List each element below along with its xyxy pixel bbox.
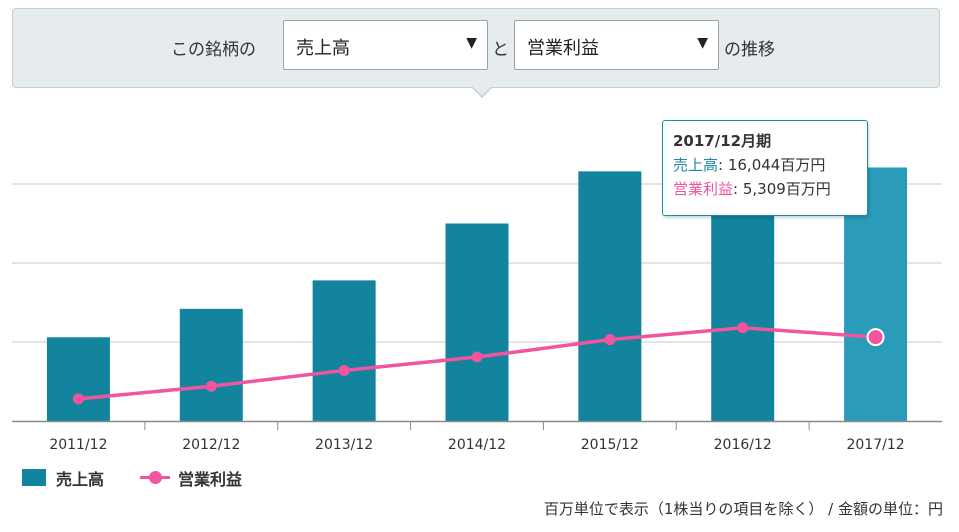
chevron-down-icon: ▼ <box>466 35 477 51</box>
metric2-selected: 営業利益 <box>527 38 599 59</box>
tooltip-series2-value: : 5,309百万円 <box>733 180 831 198</box>
x-tick-label: 2012/12 <box>182 437 240 453</box>
x-tick-label: 2013/12 <box>315 437 373 453</box>
line-point-2015/12 <box>604 334 616 346</box>
selector-connector: と <box>492 40 509 60</box>
line-point-2016/12 <box>737 322 749 334</box>
tooltip-title: 2017/12月期 <box>673 132 772 150</box>
x-tick-label: 2011/12 <box>49 437 107 453</box>
legend-revenue-label: 売上高 <box>56 470 105 489</box>
bar-2012/12 <box>179 308 243 421</box>
x-tick-label: 2015/12 <box>581 437 639 453</box>
line-marker-icon <box>149 471 162 484</box>
metric2-dropdown[interactable]: 営業利益 ▼ <box>514 20 719 70</box>
bar-2011/12 <box>46 337 110 421</box>
bar-2016/12 <box>711 195 775 421</box>
x-tick-label: 2014/12 <box>448 437 506 453</box>
line-point-2011/12 <box>72 393 84 405</box>
tooltip-series2-label: 営業利益 <box>673 180 734 198</box>
bar-2013/12 <box>312 280 376 421</box>
chevron-down-icon: ▼ <box>697 35 708 51</box>
x-tick-label: 2016/12 <box>714 437 772 453</box>
metric-selector-bar: この銘柄の 売上高 ▼ と 営業利益 ▼ の推移 <box>12 8 940 98</box>
unit-footnote: 百万単位で表示（1株当りの項目を除く） / 金額の単位：円 <box>543 500 943 518</box>
x-tick-label: 2017/12 <box>846 437 904 453</box>
metric1-dropdown[interactable]: 売上高 ▼ <box>283 20 488 70</box>
bar-2015/12 <box>578 171 642 421</box>
tooltip-series1-value: : 16,044百万円 <box>718 156 826 174</box>
tooltip-series1-label: 売上高 <box>673 156 719 174</box>
legend-profit-label: 営業利益 <box>178 470 243 489</box>
bar-2014/12 <box>445 223 509 421</box>
metric1-selected: 売上高 <box>296 38 350 59</box>
line-point-2014/12 <box>471 351 483 363</box>
data-tooltip: 2017/12月期 売上高: 16,044百万円 営業利益: 5,309百万円 <box>662 120 868 216</box>
line-point-2013/12 <box>338 364 350 376</box>
line-point-2017/12 <box>866 328 885 347</box>
selector-prefix: この銘柄の <box>171 40 256 60</box>
bar-swatch-icon <box>22 469 46 486</box>
line-point-2012/12 <box>205 380 217 392</box>
selector-suffix: の推移 <box>724 40 775 60</box>
